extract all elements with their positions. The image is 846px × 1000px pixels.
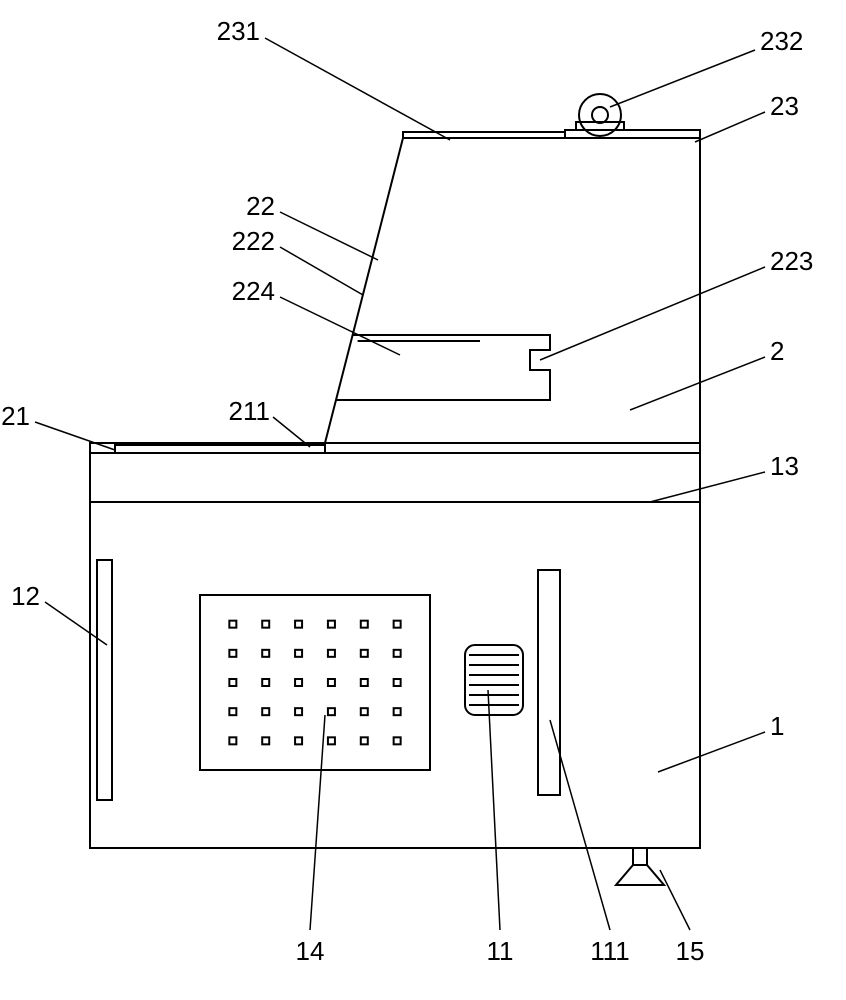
grill-hole	[328, 737, 335, 744]
foot-stem	[633, 848, 647, 865]
label-l22: 22	[246, 191, 275, 221]
label-l231: 231	[217, 16, 260, 46]
label-l211: 211	[229, 396, 270, 426]
grill-hole	[361, 621, 368, 628]
label-l21: 21	[1, 401, 30, 431]
label-l23: 23	[770, 91, 799, 121]
label-l15: 15	[676, 936, 705, 966]
grill-hole	[262, 650, 269, 657]
grill-hole	[328, 621, 335, 628]
leader-line	[280, 212, 378, 260]
grill-hole	[295, 737, 302, 744]
leader-line	[35, 422, 115, 450]
grill-hole	[394, 679, 401, 686]
grill-hole	[394, 621, 401, 628]
grill-hole	[295, 708, 302, 715]
leader-line	[280, 297, 400, 355]
diagram-figure: 231232232222222322422121113121141111115	[0, 0, 846, 1000]
grill-hole	[262, 708, 269, 715]
grill-hole	[262, 621, 269, 628]
grill-hole	[394, 737, 401, 744]
grill-hole	[328, 650, 335, 657]
grill-hole	[229, 679, 236, 686]
grill-hole	[295, 679, 302, 686]
bar-111	[538, 570, 560, 795]
cutout-223	[336, 335, 550, 400]
grill-hole	[262, 679, 269, 686]
leader-line	[660, 870, 690, 930]
label-l2: 2	[770, 336, 784, 366]
grill-hole	[361, 650, 368, 657]
leader-line	[550, 720, 610, 930]
grill-hole	[394, 650, 401, 657]
leader-line	[540, 267, 765, 360]
grill-hole	[328, 708, 335, 715]
grill-hole	[295, 621, 302, 628]
grill-hole	[229, 708, 236, 715]
label-l111: 111	[590, 936, 630, 966]
plate-231	[403, 132, 565, 138]
label-l12: 12	[11, 581, 40, 611]
upper-block-2	[325, 138, 700, 443]
foot-base-15	[616, 865, 664, 885]
grill-hole	[229, 621, 236, 628]
leader-line	[310, 715, 325, 930]
plate-211	[115, 445, 325, 453]
grill-hole	[361, 708, 368, 715]
label-l224: 224	[232, 276, 275, 306]
grill-hole	[361, 679, 368, 686]
grill-hole	[229, 737, 236, 744]
leader-line	[488, 690, 500, 930]
grill-hole	[229, 650, 236, 657]
grill-hole	[394, 708, 401, 715]
leader-line	[280, 247, 363, 295]
leader-line	[610, 50, 755, 107]
grill-hole	[295, 650, 302, 657]
label-l232: 232	[760, 26, 803, 56]
leader-line	[265, 38, 450, 140]
label-l14: 14	[296, 936, 325, 966]
leader-line	[630, 357, 765, 410]
leader-line	[695, 112, 765, 142]
grill-hole	[361, 737, 368, 744]
label-l223: 223	[770, 246, 813, 276]
grill-hole	[328, 679, 335, 686]
panel-12	[97, 560, 112, 800]
leader-line	[650, 472, 765, 502]
label-l13: 13	[770, 451, 799, 481]
grill-hole	[262, 737, 269, 744]
leader-line	[658, 732, 765, 772]
label-l11: 11	[487, 936, 514, 966]
label-l1: 1	[770, 711, 784, 741]
bearing-inner	[592, 107, 608, 123]
label-l222: 222	[232, 226, 275, 256]
